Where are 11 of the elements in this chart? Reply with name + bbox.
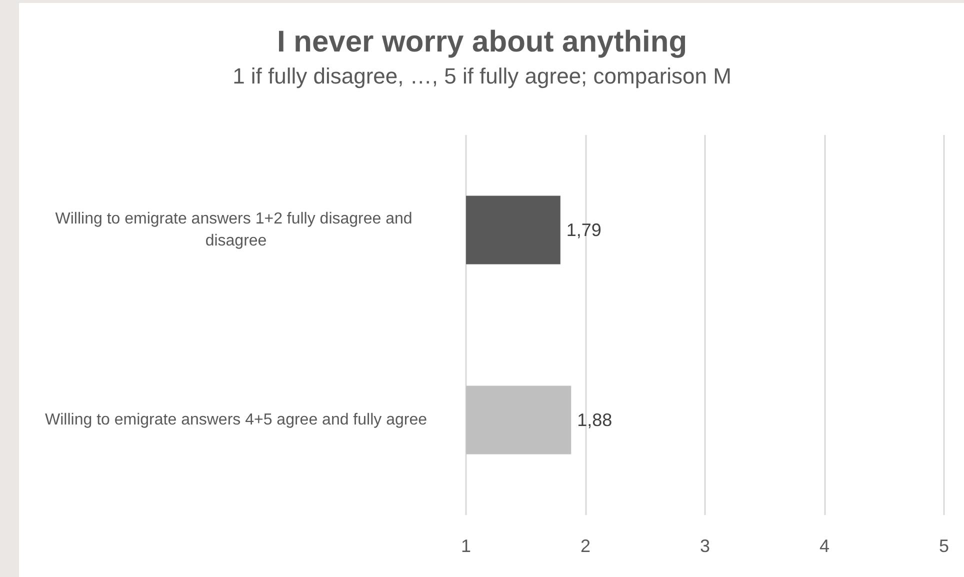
x-tick-label: 2 bbox=[580, 536, 591, 556]
y-tick-label: Willing to emigrate answers 4+5 agree and fully agree bbox=[45, 412, 428, 428]
x-tick-label: 4 bbox=[819, 536, 830, 556]
chart-title: I never worry about anything bbox=[276, 26, 688, 58]
data-label: 1,79 bbox=[566, 220, 602, 240]
y-tick-label: Willing to emigrate answers 1+2 fully disagree and disagree bbox=[55, 210, 417, 250]
x-tick-label: 1 bbox=[460, 536, 472, 556]
x-tick-label: 5 bbox=[938, 536, 950, 556]
x-tick-label: 3 bbox=[700, 536, 710, 556]
chart-subtitle: 1 if fully disagree, …, 5 if fully agree; comparison M bbox=[232, 64, 732, 88]
data-label: 1,88 bbox=[577, 410, 612, 430]
